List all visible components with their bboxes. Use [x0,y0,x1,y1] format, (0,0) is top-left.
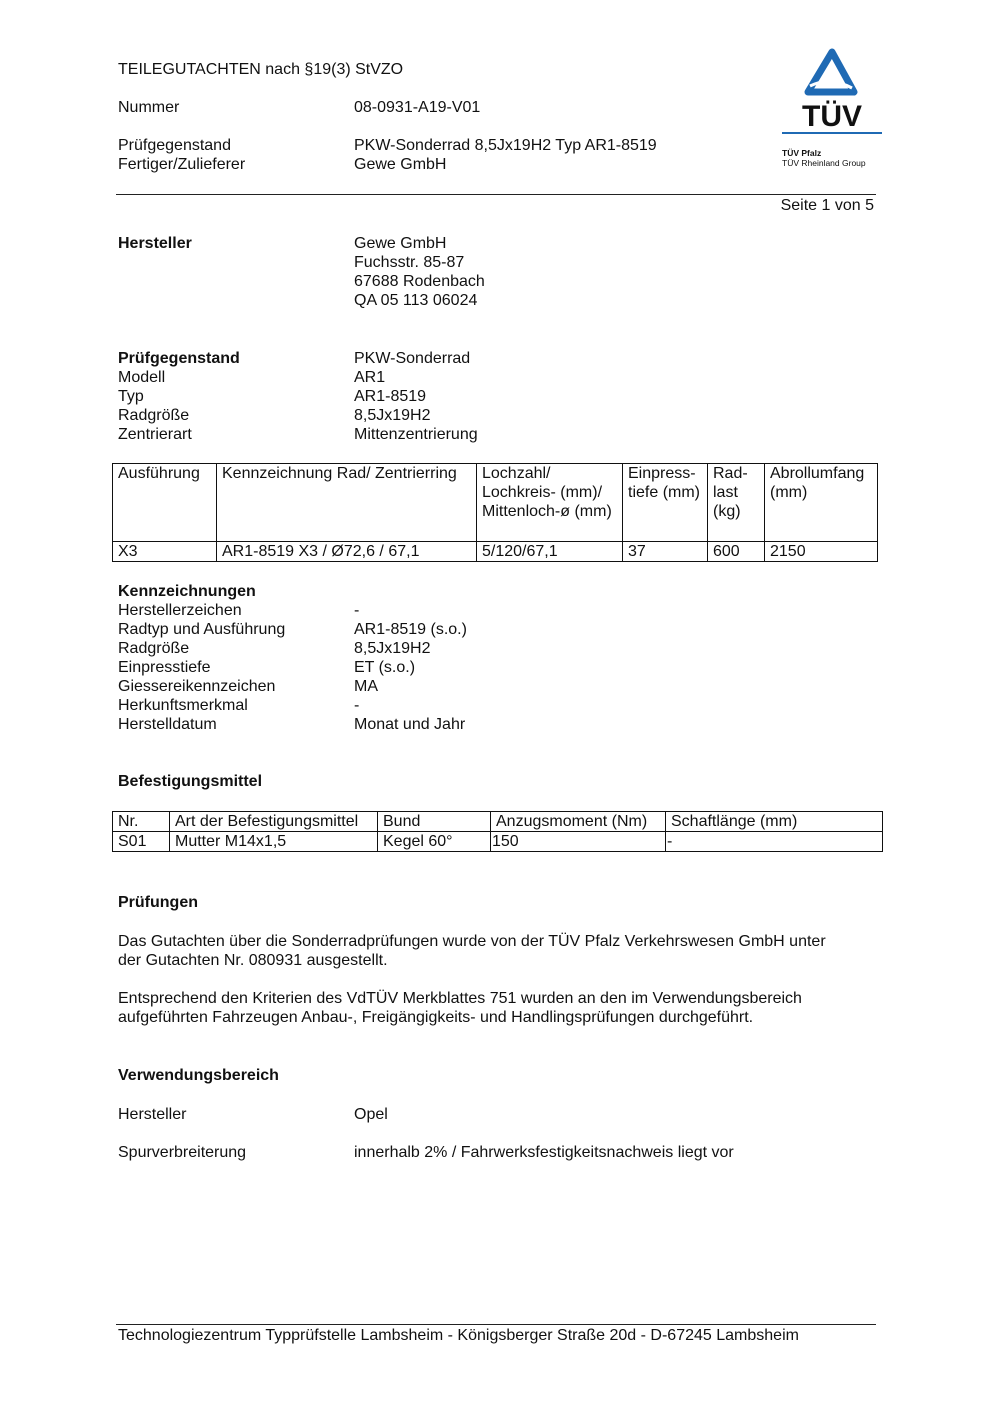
table-cell: X3 [112,541,217,562]
nummer-value: 08-0931-A19-V01 [354,99,481,116]
pruefgegenstand-value: PKW-Sonderrad 8,5Jx19H2 Typ AR1-8519 [354,137,657,154]
field-label: Typ [118,388,144,405]
hersteller-address: Gewe GmbH Fuchsstr. 85-87 67688 Rodenbac… [354,234,485,310]
table-cell: 5/120/67,1 [476,541,623,562]
doc-title: TEILEGUTACHTEN nach §19(3) StVZO [118,61,404,78]
pruefungen-title: Prüfungen [118,894,198,911]
pruefgegenstand-labels: Prüfgegenstand Modell Typ Radgröße Zentr… [118,349,240,444]
field-label: Herkunftsmerkmal [118,697,248,714]
spur-label: Spurverbreiterung [118,1144,247,1161]
pruefgegenstand-label: Prüfgegenstand [118,137,231,154]
kennzeichnungen-labels: Kennzeichnungen Herstellerzeichen Radtyp… [118,582,285,734]
befestigung-title: Befestigungsmittel [118,773,263,790]
table-cell: 37 [622,541,708,562]
pruefgegenstand-values: PKW-Sonderrad AR1 AR1-8519 8,5Jx19H2 Mit… [354,349,478,444]
hersteller-label: Hersteller [118,235,192,252]
field-label: Modell [118,369,166,386]
svg-text:TÜV: TÜV [802,100,862,133]
table-row: S01 Mutter M14x1,5 Kegel 60° 150 - [112,831,883,852]
field-value: 8,5Jx19H2 [354,640,431,657]
field-value: ET (s.o.) [354,659,416,676]
spur-value: innerhalb 2% / Fahrwerksfestigkeitsnachw… [354,1144,734,1161]
header-rule [116,194,876,195]
table-cell: S01 [112,831,170,852]
table-cell: AR1-8519 X3 / Ø72,6 / 67,1 [216,541,477,562]
header-cell: Ausführung [112,463,217,542]
header-cell: Art der Befestigungsmittel [169,811,378,832]
svg-text:TÜV Rheinland Group: TÜV Rheinland Group [782,158,866,168]
field-label: Zentrierart [118,426,192,443]
table-header-row: Nr. Art der Befestigungsmittel Bund Anzu… [112,811,883,832]
field-value: AR1-8519 (s.o.) [354,621,467,638]
table-cell: 2150 [764,541,878,562]
fertiger-label: Fertiger/Zulieferer [118,156,246,173]
header-cell: Schaftlänge (mm) [665,811,883,832]
field-value: - [354,602,360,619]
section-title: Kennzeichnungen [118,583,256,600]
fastener-table: Nr. Art der Befestigungsmittel Bund Anzu… [112,811,883,852]
verwendung-title: Verwendungsbereich [118,1067,279,1084]
wheel-table: Ausführung Kennzeichnung Rad/ Zentrierri… [112,463,878,562]
pruefungen-paragraph-1: Das Gutachten über die Sonderradprüfunge… [118,932,826,970]
field-value: PKW-Sonderrad [354,350,471,367]
footer-text: Technologiezentrum Typprüfstelle Lambshe… [118,1327,799,1344]
table-cell: Mutter M14x1,5 [169,831,378,852]
address-line: 67688 Rodenbach [354,273,485,290]
table-row: X3 AR1-8519 X3 / Ø72,6 / 67,1 5/120/67,1… [112,541,878,562]
header-cell: Rad-last (kg) [707,463,765,542]
field-label: Radgröße [118,407,190,424]
header-cell: Bund [377,811,491,832]
footer-rule [116,1324,876,1325]
table-header-row: Ausführung Kennzeichnung Rad/ Zentrierri… [112,463,878,542]
text-line: aufgeführten Fahrzeugen Anbau-, Freigäng… [118,1009,754,1026]
header-cell: Einpress-tiefe (mm) [622,463,708,542]
fertiger-value: Gewe GmbH [354,156,447,173]
table-cell: - [665,831,883,852]
tuv-logo: TÜV TÜV Pfalz TÜV Rheinland Group [770,48,890,173]
tuv-triangle-icon: TÜV TÜV Pfalz TÜV Rheinland Group [782,48,882,168]
field-value: 8,5Jx19H2 [354,407,431,424]
svg-text:TÜV Pfalz: TÜV Pfalz [782,148,821,158]
verwendung-hersteller-value: Opel [354,1106,388,1123]
field-value: Mittenzentrierung [354,426,478,443]
header-cell: Lochzahl/ Lochkreis- (mm)/ Mittenloch-ø … [476,463,623,542]
field-value: - [354,697,360,714]
header-cell: Kennzeichnung Rad/ Zentrierring [216,463,477,542]
kennzeichnungen-values: - AR1-8519 (s.o.) 8,5Jx19H2 ET (s.o.) MA… [354,601,467,734]
nummer-label: Nummer [118,99,180,116]
address-line: QA 05 113 06024 [354,292,478,309]
address-line: Gewe GmbH [354,235,447,252]
field-value: AR1 [354,369,386,386]
field-label: Radgröße [118,640,190,657]
table-cell: 150 [490,831,666,852]
page-number: Seite 1 von 5 [780,197,874,214]
field-value: MA [354,678,378,695]
field-label: Prüfgegenstand [118,350,240,367]
header-cell: Abrollumfang (mm) [764,463,878,542]
address-line: Fuchsstr. 85-87 [354,254,465,271]
field-label: Herstelldatum [118,716,217,733]
header-cell: Nr. [112,811,170,832]
pruefungen-paragraph-2: Entsprechend den Kriterien des VdTÜV Mer… [118,989,802,1027]
text-line: Das Gutachten über die Sonderradprüfunge… [118,933,826,950]
field-label: Radtyp und Ausführung [118,621,286,638]
table-cell: 600 [707,541,765,562]
field-label: Herstellerzeichen [118,602,242,619]
text-line: der Gutachten Nr. 080931 ausgestellt. [118,952,388,969]
text-line: Entsprechend den Kriterien des VdTÜV Mer… [118,990,802,1007]
verwendung-hersteller-label: Hersteller [118,1106,187,1123]
field-label: Giessereikennzeichen [118,678,276,695]
field-label: Einpresstiefe [118,659,211,676]
table-cell: Kegel 60° [377,831,491,852]
field-value: AR1-8519 [354,388,427,405]
header-cell: Anzugsmoment (Nm) [490,811,666,832]
field-value: Monat und Jahr [354,716,466,733]
